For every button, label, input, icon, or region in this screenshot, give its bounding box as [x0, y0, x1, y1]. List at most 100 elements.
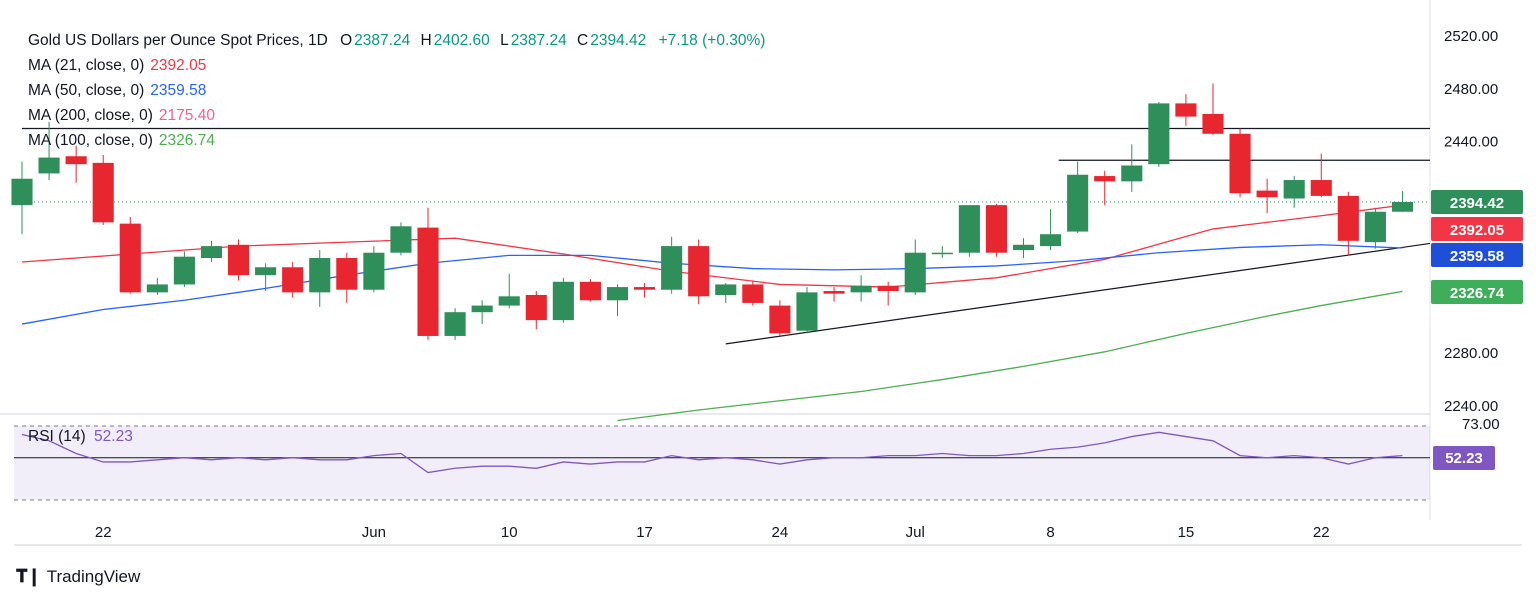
x-tick-label: 24	[772, 524, 789, 541]
candle-body	[1067, 174, 1089, 232]
candle-body	[606, 287, 629, 301]
candle-body	[1202, 113, 1224, 134]
candle-body	[823, 291, 845, 294]
price-badge	[1431, 217, 1523, 241]
candle-body	[525, 295, 547, 321]
candle-body	[1256, 190, 1278, 198]
open-value: 2387.24	[354, 32, 411, 49]
rsi-badge-text: 52.23	[1445, 450, 1483, 467]
price-badge	[1431, 280, 1523, 304]
price-badge-text: 2359.58	[1450, 248, 1504, 265]
rsi-value: 52.23	[94, 428, 133, 445]
y-tick-label: 2440.00	[1444, 134, 1498, 151]
candle-body	[1364, 211, 1386, 243]
x-tick-label: Jun	[362, 524, 386, 541]
candle-body	[1121, 165, 1143, 182]
candle-body	[65, 156, 87, 165]
x-tick-label: 15	[1178, 524, 1195, 541]
price-axis[interactable]: 2520.00 2480.00 2440.00 2280.00 2240.00	[1444, 28, 1498, 415]
close-value: 2394.42	[590, 32, 647, 49]
price-badge-text: 2326.74	[1450, 285, 1505, 302]
candle-body	[146, 284, 168, 293]
y-tick-label: 2280.00	[1444, 345, 1498, 362]
symbol-title: Gold US Dollars per Ounce Spot Prices, 1…	[28, 32, 328, 49]
x-tick-label: 17	[636, 524, 653, 541]
candle-body	[1391, 201, 1414, 212]
candle-body	[309, 258, 331, 293]
chart-legend: Gold US Dollars per Ounce Spot Prices, 1…	[28, 28, 767, 153]
candle-body	[552, 281, 574, 321]
y-tick-label: 2480.00	[1444, 81, 1498, 98]
candle-body	[1175, 103, 1197, 117]
candle-body	[119, 223, 141, 293]
candle-body	[985, 205, 1008, 253]
candle-body	[1229, 133, 1251, 194]
candle-body	[390, 226, 412, 253]
rsi-pane: 73.00 52.23	[14, 416, 1500, 501]
candle-body	[634, 287, 656, 290]
candles	[11, 83, 1414, 340]
candle-body	[1148, 103, 1170, 165]
tradingview-logo[interactable]: 𝐓❙ TradingView	[16, 566, 140, 587]
candle-body	[173, 256, 195, 285]
indicator-ma21[interactable]: MA (21, close, 0) 2392.05	[28, 57, 207, 74]
price-badges: 2394.42 2392.05 2359.58 2326.74	[1431, 190, 1523, 304]
candle-body	[796, 292, 818, 331]
candle-body	[282, 267, 304, 293]
price-badge-text: 2392.05	[1450, 222, 1504, 239]
x-tick-label: 22	[1313, 524, 1330, 541]
candle-body	[1310, 180, 1332, 196]
high-value: 2402.60	[433, 32, 490, 49]
x-tick-label: Jul	[906, 524, 925, 541]
rsi-line	[21, 431, 1403, 474]
price-badge	[1431, 190, 1523, 214]
price-badge-text: 2394.42	[1450, 195, 1504, 212]
ma-line	[617, 290, 1403, 422]
x-tick-label: 10	[501, 524, 518, 541]
candle-body	[715, 284, 737, 295]
x-tick-label: 8	[1046, 524, 1054, 541]
candle-body	[931, 252, 953, 255]
candle-body	[363, 252, 385, 290]
y-tick-label: 2240.00	[1444, 398, 1498, 415]
rsi-legend[interactable]: RSI (14) 52.23	[28, 428, 133, 445]
moving-averages	[21, 204, 1403, 422]
price-badge	[1431, 243, 1523, 267]
candle-body	[336, 258, 358, 290]
indicator-ma100[interactable]: MA (100, close, 0) 2326.74	[28, 132, 215, 149]
candle-body	[579, 281, 601, 301]
candle-body	[958, 205, 980, 253]
time-axis[interactable]: 22 Jun 10 17 24 Jul 8 15 22	[95, 524, 1330, 541]
candle-body	[688, 246, 710, 297]
candle-body	[1012, 244, 1035, 251]
y-tick-label: 2520.00	[1444, 28, 1498, 45]
candle-body	[200, 246, 223, 258]
low-value: 2387.24	[510, 32, 567, 49]
candle-body	[444, 312, 466, 336]
candle-body	[255, 267, 277, 276]
candle-body	[11, 178, 33, 206]
candle-body	[1094, 176, 1116, 182]
brand-name: TradingView	[46, 566, 141, 586]
ohlc-row: Gold US Dollars per Ounce Spot Prices, 1…	[28, 32, 766, 49]
candle-body	[850, 285, 872, 293]
candle-body	[92, 162, 114, 223]
rsi-band	[14, 426, 1430, 500]
candle-body	[1040, 234, 1062, 247]
indicator-ma200[interactable]: MA (200, close, 0) 2175.40	[28, 107, 215, 124]
candle-body	[417, 227, 439, 336]
indicator-ma50[interactable]: MA (50, close, 0) 2359.58	[28, 82, 207, 99]
candle-body	[498, 296, 520, 306]
chart-grid	[0, 0, 1522, 546]
tv-logo-icon: 𝐓❙	[16, 566, 42, 586]
candle-body	[769, 305, 791, 334]
trendlines	[18, 127, 1431, 345]
trendline	[725, 242, 1431, 345]
candle-body	[227, 244, 250, 276]
rsi-badge	[1433, 446, 1495, 470]
candle-body	[904, 252, 926, 293]
candle-body	[38, 157, 60, 174]
candle-body	[742, 284, 764, 303]
candle-body	[471, 305, 493, 313]
